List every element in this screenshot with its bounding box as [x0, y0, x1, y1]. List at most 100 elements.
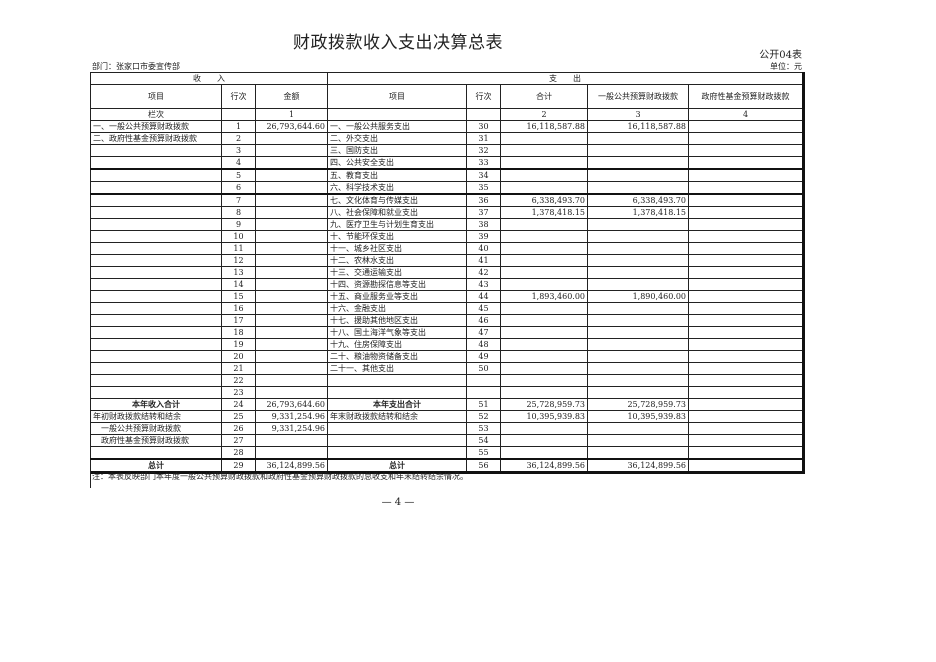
- income-amount: 9,331,254.96: [255, 410, 328, 423]
- expense-general-budget: 16,118,587.88: [587, 120, 689, 133]
- expense-general-budget: [587, 314, 689, 327]
- expense-fund-budget: [688, 326, 805, 339]
- income-item: 一般公共预算财政拨款: [90, 422, 222, 435]
- table-row: 17 十七、援助其他地区支出 46: [90, 314, 805, 327]
- expense-fund-budget: [688, 254, 805, 267]
- expense-total: 10,395,939.83: [500, 410, 588, 423]
- income-item: [90, 326, 222, 339]
- income-row-no: 15: [221, 290, 256, 303]
- income-row-no: 2: [221, 132, 256, 145]
- income-row-no: 7: [221, 193, 256, 207]
- income-item: [90, 266, 222, 279]
- table-row: 7 七、文化体育与传媒支出 36 6,338,493.70 6,338,493.70: [90, 193, 805, 207]
- table-row: 15 十五、商业服务业等支出 44 1,893,460.00 1,890,460.00: [90, 290, 805, 303]
- expense-item: 十五、商业服务业等支出: [327, 290, 467, 303]
- header-row-no: 行次: [221, 84, 256, 109]
- expense-total: [500, 181, 588, 195]
- expense-row-no: 30: [466, 120, 501, 133]
- expense-general-budget: [587, 446, 689, 460]
- expense-general-budget: 25,728,959.73: [587, 398, 689, 411]
- income-amount: [255, 254, 328, 267]
- expense-total: [500, 386, 588, 399]
- income-row-no: 6: [221, 181, 256, 195]
- expense-fund-budget: [688, 410, 805, 423]
- expense-total: 25,728,959.73: [500, 398, 588, 411]
- expense-item: 本年支出合计: [327, 398, 467, 411]
- table-row: 11 十一、城乡社区支出 40: [90, 242, 805, 255]
- expense-item: 十六、金融支出: [327, 302, 467, 315]
- table-row: 总计 29 36,124,899.56 总计 56 36,124,899.56 36,124…: [90, 458, 805, 474]
- expense-item: 十八、国土海洋气象等支出: [327, 326, 467, 339]
- income-row-no: 12: [221, 254, 256, 267]
- note-border: [90, 468, 91, 488]
- expense-fund-budget: [688, 120, 805, 133]
- table-row: 一般公共预算财政拨款 26 9,331,254.96 53: [90, 422, 805, 435]
- expense-fund-budget: [688, 168, 805, 182]
- expense-general-budget: [587, 326, 689, 339]
- table-row: 9 九、医疗卫生与计划生育支出 38: [90, 218, 805, 231]
- expense-fund-budget: [688, 338, 805, 351]
- expense-item: [327, 434, 467, 447]
- table-row: 一、一般公共预算财政拨款 1 26,793,644.60 一、一般公共服务支出 30 16…: [90, 120, 805, 133]
- expense-item: 十、节能环保支出: [327, 230, 467, 243]
- income-item: [90, 290, 222, 303]
- income-item: 二、政府性基金预算财政拨款: [90, 132, 222, 145]
- table-row: 12 十二、农林水支出 41: [90, 254, 805, 267]
- expense-row-no: 37: [466, 206, 501, 219]
- column-index-empty: [221, 108, 256, 121]
- income-item: [90, 386, 222, 399]
- income-amount: 9,331,254.96: [255, 422, 328, 435]
- expense-general-budget: [587, 422, 689, 435]
- expense-fund-budget: [688, 458, 805, 474]
- expense-item: 三、国防支出: [327, 144, 467, 157]
- header-item: 项目: [90, 84, 222, 109]
- expense-item: 十二、农林水支出: [327, 254, 467, 267]
- expense-row-no: 31: [466, 132, 501, 145]
- expense-item: 二十一、其他支出: [327, 362, 467, 375]
- table-row: 政府性基金预算财政拨款 27 54: [90, 434, 805, 447]
- header-amount: 金额: [255, 84, 328, 109]
- income-row-no: 5: [221, 168, 256, 182]
- income-amount: [255, 193, 328, 207]
- income-row-no: 23: [221, 386, 256, 399]
- income-row-no: 1: [221, 120, 256, 133]
- header-item-expense: 项目: [327, 84, 467, 109]
- income-item: [90, 374, 222, 387]
- income-row-no: 14: [221, 278, 256, 291]
- income-amount: [255, 168, 328, 182]
- income-row-no: 26: [221, 422, 256, 435]
- table-row: 20 二十、粮油物资储备支出 49: [90, 350, 805, 363]
- form-number: 公开04表: [759, 50, 802, 61]
- expense-row-no: 47: [466, 326, 501, 339]
- table-row: 16 十六、金融支出 45: [90, 302, 805, 315]
- income-amount: [255, 156, 328, 170]
- income-row-no: 10: [221, 230, 256, 243]
- expense-general-budget: 36,124,899.56: [587, 458, 689, 474]
- expense-row-no: 35: [466, 181, 501, 195]
- expense-total: 6,338,493.70: [500, 193, 588, 207]
- expense-item: 六、科学技术支出: [327, 181, 467, 195]
- expense-general-budget: [587, 168, 689, 182]
- income-item: [90, 350, 222, 363]
- expense-row-no: 40: [466, 242, 501, 255]
- income-amount: [255, 302, 328, 315]
- table-row: 13 十三、交通运输支出 42: [90, 266, 805, 279]
- table-row: 23: [90, 386, 805, 399]
- table-row: 8 八、社会保障和就业支出 37 1,378,418.15 1,378,418.15: [90, 206, 805, 219]
- income-amount: [255, 144, 328, 157]
- expense-row-no: 38: [466, 218, 501, 231]
- expense-general-budget: [587, 242, 689, 255]
- income-amount: [255, 362, 328, 375]
- expense-item: 四、公共安全支出: [327, 156, 467, 170]
- income-amount: [255, 314, 328, 327]
- expense-fund-budget: [688, 193, 805, 207]
- income-row-no: 20: [221, 350, 256, 363]
- expense-total: 1,378,418.15: [500, 206, 588, 219]
- expense-total: [500, 314, 588, 327]
- income-row-no: 11: [221, 242, 256, 255]
- expense-item: 八、社会保障和就业支出: [327, 206, 467, 219]
- income-item: 本年收入合计: [90, 398, 222, 411]
- table-row: 二、政府性基金预算财政拨款 2 二、外交支出 31: [90, 132, 805, 145]
- expense-row-no: 55: [466, 446, 501, 460]
- income-row-no: 27: [221, 434, 256, 447]
